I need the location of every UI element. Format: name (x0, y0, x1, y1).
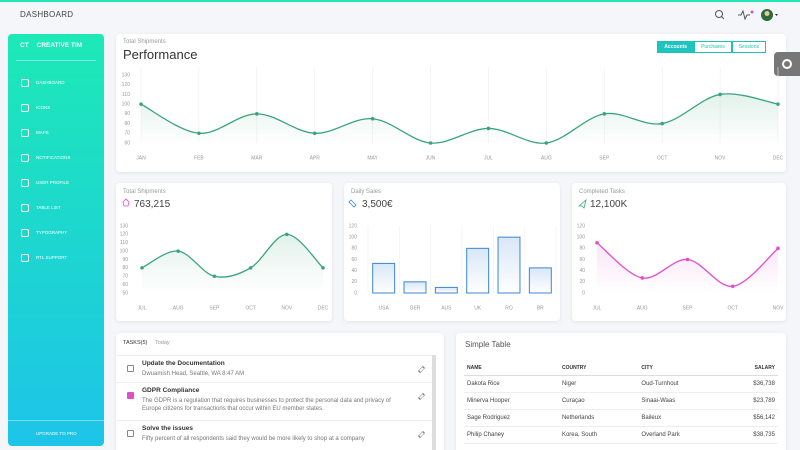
column-header: CITY (638, 361, 725, 376)
card-subtitle: Total Shipments (123, 39, 166, 45)
shipments-card: Total Shipments 763,215 (116, 183, 332, 321)
column-header: COUNTRY (558, 361, 639, 376)
table-card: Simple Table NAME COUNTRY CITY SALARY Dakota… (456, 333, 786, 450)
task-row: Update the Documentation Dwuamish Head, S… (116, 355, 434, 382)
task-title: Solve the issues (142, 425, 193, 432)
edit-button[interactable] (418, 431, 425, 438)
table-cell: Minerva Hooper (464, 392, 559, 410)
column-header: SALARY (724, 361, 778, 376)
sales-card: Daily Sales 3,500€ (344, 183, 560, 321)
table-cell: $38,735 (724, 426, 778, 444)
task-list: Update the Documentation Dwuamish Head, S… (116, 355, 434, 450)
card-subtitle: Daily Sales (351, 189, 382, 195)
nav-title: DASHBOARD (20, 10, 74, 19)
tabs: Accounts Purchases Sessions (657, 41, 766, 53)
tab-button[interactable]: Purchases (694, 41, 732, 53)
table-cell: $23,789 (724, 392, 778, 410)
upgrade-link[interactable]: UPGRADE TO PRO (8, 420, 104, 446)
tab-button[interactable]: Accounts (657, 41, 695, 53)
logo-short: CT (20, 42, 29, 49)
menu-item[interactable]: RTL SUPPORT (8, 245, 104, 270)
menu-item[interactable]: MAPS (8, 120, 104, 145)
table-cell: $56,142 (724, 409, 778, 427)
menu-item[interactable]: USER PROFILE (8, 170, 104, 195)
edit-button[interactable] (418, 393, 425, 400)
settings-button[interactable] (774, 52, 800, 76)
table-cell: Netherlands (558, 409, 639, 427)
table-cell: Sinaai-Waas (638, 392, 725, 410)
card-value: 12,100K (590, 199, 628, 210)
task-row: GDPR Compliance The GDPR is a regulation … (116, 382, 434, 420)
task-checkbox[interactable] (127, 392, 134, 399)
table-cell: Philip Chaney (464, 426, 559, 444)
task-checkbox[interactable] (127, 365, 134, 372)
card-title: Performance (123, 47, 198, 62)
divider (16, 60, 96, 61)
completed-card: Completed Tasks 12,100K (572, 183, 786, 321)
table-cell: $36,738 (724, 375, 778, 393)
simple-table: NAME COUNTRY CITY SALARY Dakota Rice Niger Oud… (464, 361, 778, 444)
nav-icons[interactable] (712, 8, 792, 24)
scrollbar[interactable] (432, 355, 436, 450)
table-row: Dakota Rice Niger Oud-Turnhout $36,738 (464, 375, 778, 393)
card-subtitle: Completed Tasks (579, 189, 625, 195)
logo[interactable]: CT CREATIVE TIM (20, 42, 90, 49)
table-row: Sage Rodriguez Netherlands Baileux $56,142 (464, 409, 778, 427)
table-cell: Overland Park (638, 426, 725, 444)
card-value: 3,500€ (362, 199, 393, 210)
task-title: Update the Documentation (142, 360, 225, 367)
table-cell: Dakota Rice (464, 375, 559, 393)
menu-item[interactable]: TYPOGRAPHY (8, 220, 104, 245)
tasks-filter[interactable]: Today (155, 340, 170, 346)
card-value: 763,215 (134, 199, 171, 210)
logo-text: CREATIVE TIM (36, 42, 83, 49)
table-title: Simple Table (465, 340, 511, 349)
column-header: NAME (464, 361, 559, 376)
task-row: Solve the issues Fifty percent of all res… (116, 420, 434, 447)
table-row: Minerva Hooper Curaçao Sinaai-Waas $23,789 (464, 392, 778, 410)
task-title: GDPR Compliance (142, 387, 200, 394)
table-cell: Curaçao (558, 392, 639, 410)
menu-item[interactable]: TABLE LIST (8, 195, 104, 220)
tasks-card: TASKS(5) Today Update the Documentation D… (116, 333, 444, 450)
menu-item[interactable]: ICONS (8, 95, 104, 120)
task-checkbox[interactable] (127, 430, 134, 437)
task-description: Fifty percent of all respondents said th… (142, 436, 365, 442)
performance-card: Total Shipments Performance Accounts Purc… (116, 34, 786, 172)
table-row: Philip Chaney Korea, South Overland Park $3… (464, 426, 778, 444)
task-description: Dwuamish Head, Seattle, WA 8:47 AM (142, 371, 245, 377)
sidebar: CT CREATIVE TIM DASHBOARD ICONS MAPS NOTIFIC… (8, 34, 104, 446)
table-cell: Oud-Turnhout (638, 375, 725, 393)
menu-item[interactable]: DASHBOARD (8, 70, 104, 95)
tab-button[interactable]: Sessions (731, 41, 766, 53)
menu: DASHBOARD ICONS MAPS NOTIFICATIONS USER PROF… (8, 70, 104, 270)
card-subtitle: Total Shipments (123, 189, 166, 195)
tasks-title: TASKS(5) (123, 340, 148, 346)
table-cell: Korea, South (558, 426, 639, 444)
table-cell: Baileux (638, 409, 725, 427)
top-accent (0, 0, 800, 2)
menu-item[interactable]: NOTIFICATIONS (8, 145, 104, 170)
table-cell: Niger (558, 375, 639, 393)
edit-button[interactable] (418, 366, 425, 373)
task-description: The GDPR is a regulation that requires b… (142, 398, 391, 412)
table-cell: Sage Rodriguez (464, 409, 559, 427)
